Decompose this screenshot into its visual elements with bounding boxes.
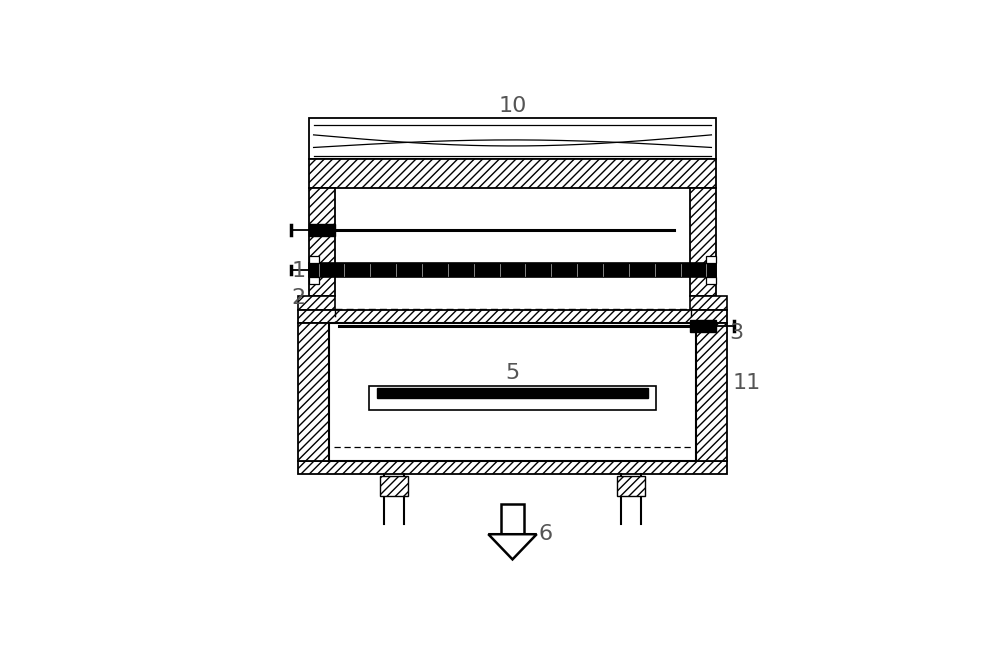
- Bar: [690, 296, 727, 310]
- Text: 1: 1: [291, 261, 306, 281]
- Bar: [377, 388, 648, 398]
- Bar: [309, 188, 335, 296]
- Text: 5: 5: [505, 363, 520, 383]
- Bar: [617, 476, 645, 496]
- Bar: [309, 263, 716, 277]
- Polygon shape: [501, 504, 524, 534]
- Bar: [369, 386, 656, 410]
- Bar: [690, 320, 716, 332]
- Bar: [329, 322, 696, 461]
- Bar: [696, 322, 727, 461]
- Bar: [298, 296, 335, 310]
- Bar: [380, 476, 408, 496]
- Bar: [298, 322, 329, 461]
- Bar: [309, 256, 319, 263]
- Text: 11: 11: [733, 373, 761, 393]
- Bar: [706, 256, 716, 263]
- Bar: [298, 461, 727, 473]
- Bar: [309, 224, 335, 235]
- Bar: [309, 159, 716, 188]
- Bar: [298, 310, 727, 322]
- Text: 2: 2: [291, 288, 306, 307]
- Text: 6: 6: [538, 525, 552, 544]
- Text: 3: 3: [730, 323, 744, 343]
- Polygon shape: [488, 534, 537, 559]
- Bar: [690, 188, 716, 296]
- Bar: [706, 277, 716, 284]
- Bar: [309, 118, 716, 159]
- Bar: [309, 277, 319, 284]
- Bar: [335, 188, 690, 296]
- Text: 10: 10: [498, 96, 527, 116]
